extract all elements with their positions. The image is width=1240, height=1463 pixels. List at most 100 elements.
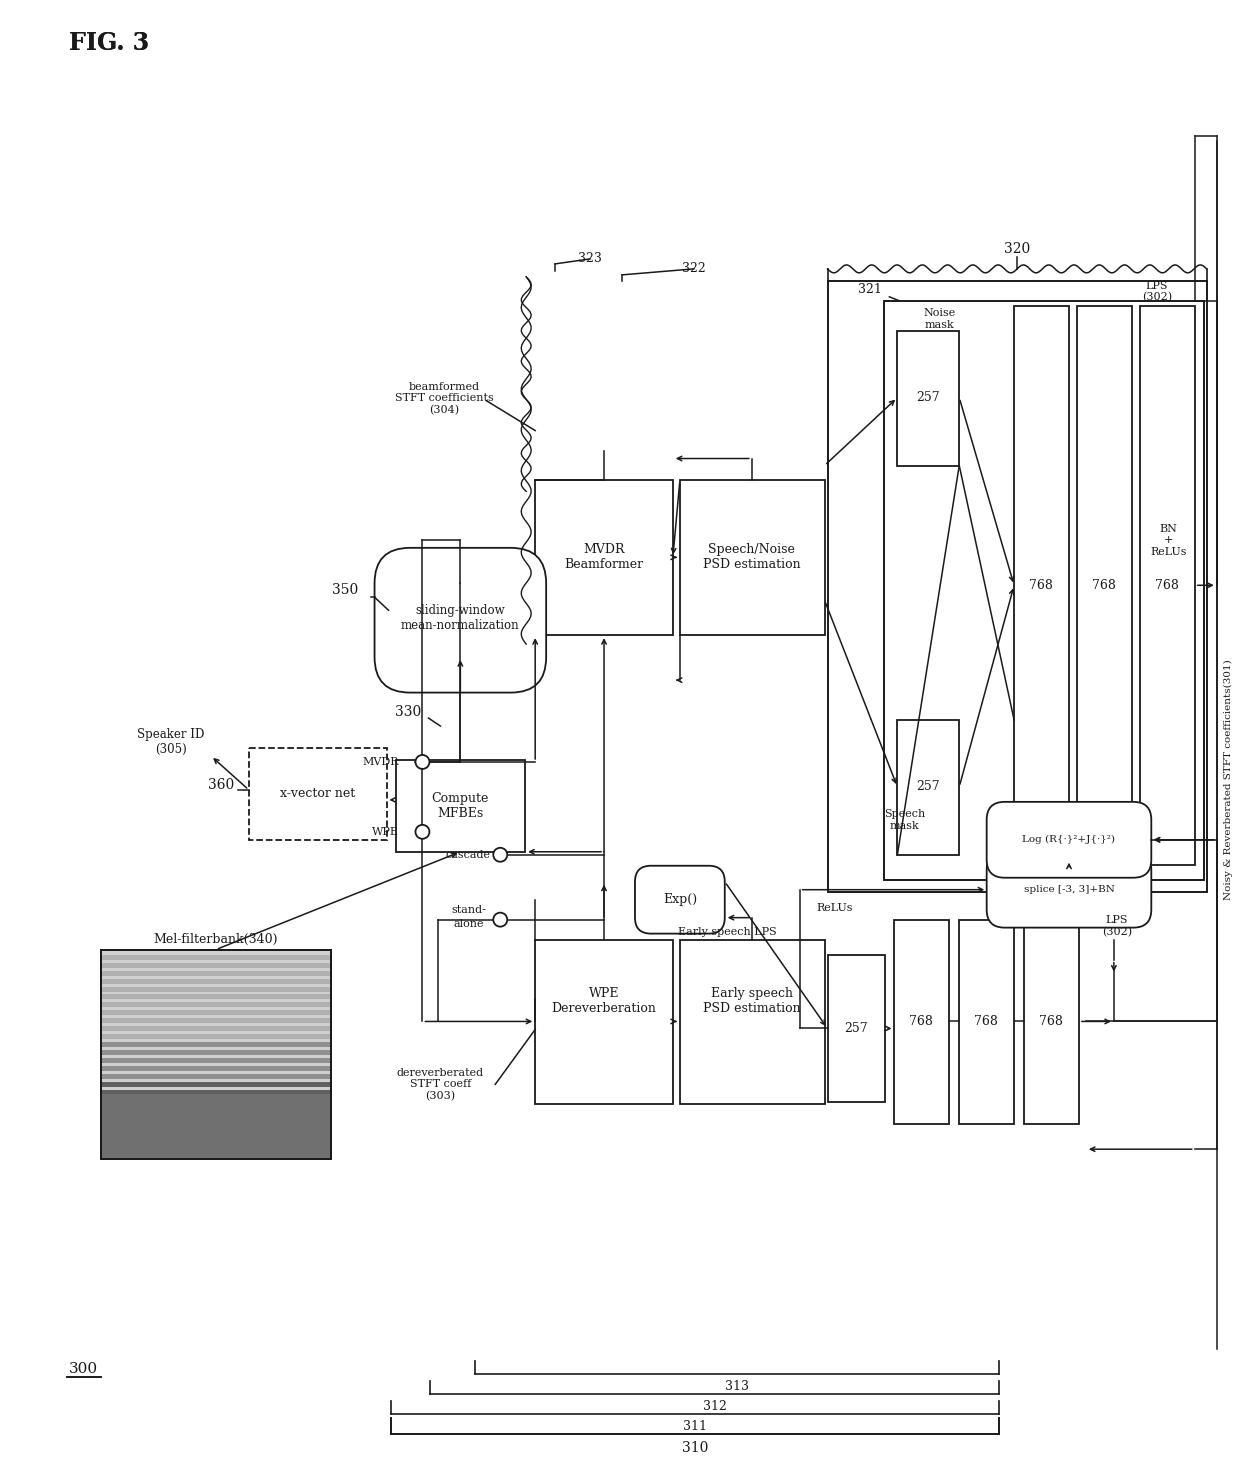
Text: MVDR
Beamformer: MVDR Beamformer bbox=[564, 543, 644, 572]
Bar bbox=[1024, 920, 1079, 1124]
Bar bbox=[102, 949, 331, 1159]
Text: beamformed
STFT coefficients
(304): beamformed STFT coefficients (304) bbox=[396, 382, 494, 415]
Bar bbox=[249, 748, 387, 840]
Text: FIG. 3: FIG. 3 bbox=[69, 31, 149, 56]
Text: stand-: stand- bbox=[451, 904, 486, 914]
Text: 312: 312 bbox=[703, 1400, 727, 1413]
Bar bbox=[102, 949, 331, 1159]
Circle shape bbox=[415, 755, 429, 770]
Bar bbox=[102, 1083, 331, 1087]
Bar bbox=[680, 480, 825, 635]
Bar bbox=[1140, 306, 1194, 865]
Bar bbox=[102, 1043, 331, 1048]
Text: Mel-filterbank(340): Mel-filterbank(340) bbox=[154, 933, 278, 947]
Text: 257: 257 bbox=[916, 391, 940, 404]
Text: 350: 350 bbox=[332, 584, 358, 597]
Text: 321: 321 bbox=[858, 284, 882, 297]
Bar bbox=[102, 1067, 331, 1071]
Text: WPE
Dereverberation: WPE Dereverberation bbox=[552, 988, 656, 1015]
Text: x-vector net: x-vector net bbox=[280, 787, 356, 800]
Bar bbox=[894, 920, 950, 1124]
Text: Speaker ID: Speaker ID bbox=[138, 729, 205, 742]
Bar bbox=[102, 1050, 331, 1055]
Bar bbox=[396, 759, 526, 851]
Text: LPS: LPS bbox=[1106, 914, 1128, 925]
Bar bbox=[536, 480, 673, 635]
Text: BN
+
ReLUs: BN + ReLUs bbox=[1151, 524, 1187, 557]
Bar bbox=[102, 995, 331, 999]
Text: 768: 768 bbox=[1154, 579, 1179, 591]
Bar bbox=[960, 920, 1014, 1124]
Bar bbox=[102, 1034, 331, 1039]
Text: 323: 323 bbox=[578, 253, 601, 265]
Text: 320: 320 bbox=[1004, 241, 1030, 256]
Text: Noise
mask: Noise mask bbox=[923, 309, 955, 329]
Text: (302): (302) bbox=[1102, 926, 1132, 936]
Text: cascade: cascade bbox=[446, 850, 491, 860]
Text: sliding-window
mean-normalization: sliding-window mean-normalization bbox=[401, 604, 520, 632]
Text: 768: 768 bbox=[975, 1015, 998, 1028]
Text: 768: 768 bbox=[1092, 579, 1116, 591]
Text: 313: 313 bbox=[724, 1380, 749, 1393]
FancyBboxPatch shape bbox=[374, 547, 546, 692]
Text: 300: 300 bbox=[69, 1362, 98, 1375]
Bar bbox=[102, 1027, 331, 1031]
Circle shape bbox=[494, 847, 507, 862]
Text: 768: 768 bbox=[909, 1015, 934, 1028]
FancyBboxPatch shape bbox=[987, 851, 1151, 928]
Text: 310: 310 bbox=[682, 1441, 708, 1454]
Bar bbox=[102, 1058, 331, 1064]
Text: FIG. 3: FIG. 3 bbox=[69, 31, 149, 56]
Text: 257: 257 bbox=[916, 780, 940, 793]
Text: dereverberated
STFT coeff
(303): dereverberated STFT coeff (303) bbox=[397, 1068, 484, 1102]
Bar bbox=[102, 1074, 331, 1080]
Text: Early speech LPS: Early speech LPS bbox=[678, 926, 777, 936]
Circle shape bbox=[415, 825, 429, 838]
Text: Speech/Noise
PSD estimation: Speech/Noise PSD estimation bbox=[703, 543, 801, 572]
Text: 330: 330 bbox=[396, 705, 422, 718]
Circle shape bbox=[494, 913, 507, 926]
Text: LPS: LPS bbox=[1146, 281, 1168, 291]
Bar bbox=[102, 1002, 331, 1008]
Text: Early speech
PSD estimation: Early speech PSD estimation bbox=[703, 988, 801, 1015]
Bar bbox=[680, 939, 825, 1105]
Text: splice [-3, 3]+BN: splice [-3, 3]+BN bbox=[1023, 885, 1115, 894]
Text: MVDR: MVDR bbox=[362, 756, 399, 767]
Text: 257: 257 bbox=[844, 1023, 868, 1034]
Bar bbox=[102, 1106, 331, 1112]
Bar bbox=[884, 301, 1204, 879]
Bar bbox=[1014, 306, 1069, 865]
Bar bbox=[102, 1115, 331, 1119]
Bar bbox=[102, 954, 331, 960]
Text: 311: 311 bbox=[683, 1421, 707, 1434]
Bar bbox=[102, 1090, 331, 1096]
Bar bbox=[827, 954, 885, 1102]
Text: Noisy & Reverberated STFT coefficients(301): Noisy & Reverberated STFT coefficients(3… bbox=[1224, 660, 1234, 900]
Bar bbox=[102, 970, 331, 976]
FancyBboxPatch shape bbox=[987, 802, 1151, 878]
Bar bbox=[102, 1094, 331, 1159]
Text: alone: alone bbox=[453, 919, 484, 929]
Text: (302): (302) bbox=[1142, 291, 1172, 301]
Text: 360: 360 bbox=[208, 778, 234, 791]
Text: 768: 768 bbox=[1029, 579, 1053, 591]
Text: (305): (305) bbox=[155, 742, 187, 755]
Text: Compute
MFBEs: Compute MFBEs bbox=[432, 791, 489, 819]
Bar bbox=[102, 1099, 331, 1103]
Text: Speech
mask: Speech mask bbox=[884, 809, 925, 831]
Bar bbox=[536, 939, 673, 1105]
Bar bbox=[102, 986, 331, 992]
Text: 768: 768 bbox=[1039, 1015, 1063, 1028]
Text: Exp(): Exp() bbox=[663, 894, 697, 906]
Text: ReLUs: ReLUs bbox=[816, 903, 853, 913]
Bar bbox=[102, 963, 331, 967]
Bar bbox=[898, 331, 960, 465]
Text: 322: 322 bbox=[682, 262, 706, 275]
Text: WPE: WPE bbox=[372, 827, 399, 837]
Bar bbox=[898, 720, 960, 854]
FancyBboxPatch shape bbox=[635, 866, 724, 933]
Bar bbox=[102, 1011, 331, 1015]
Bar bbox=[827, 281, 1207, 891]
Bar bbox=[102, 1122, 331, 1128]
Bar bbox=[102, 1018, 331, 1024]
